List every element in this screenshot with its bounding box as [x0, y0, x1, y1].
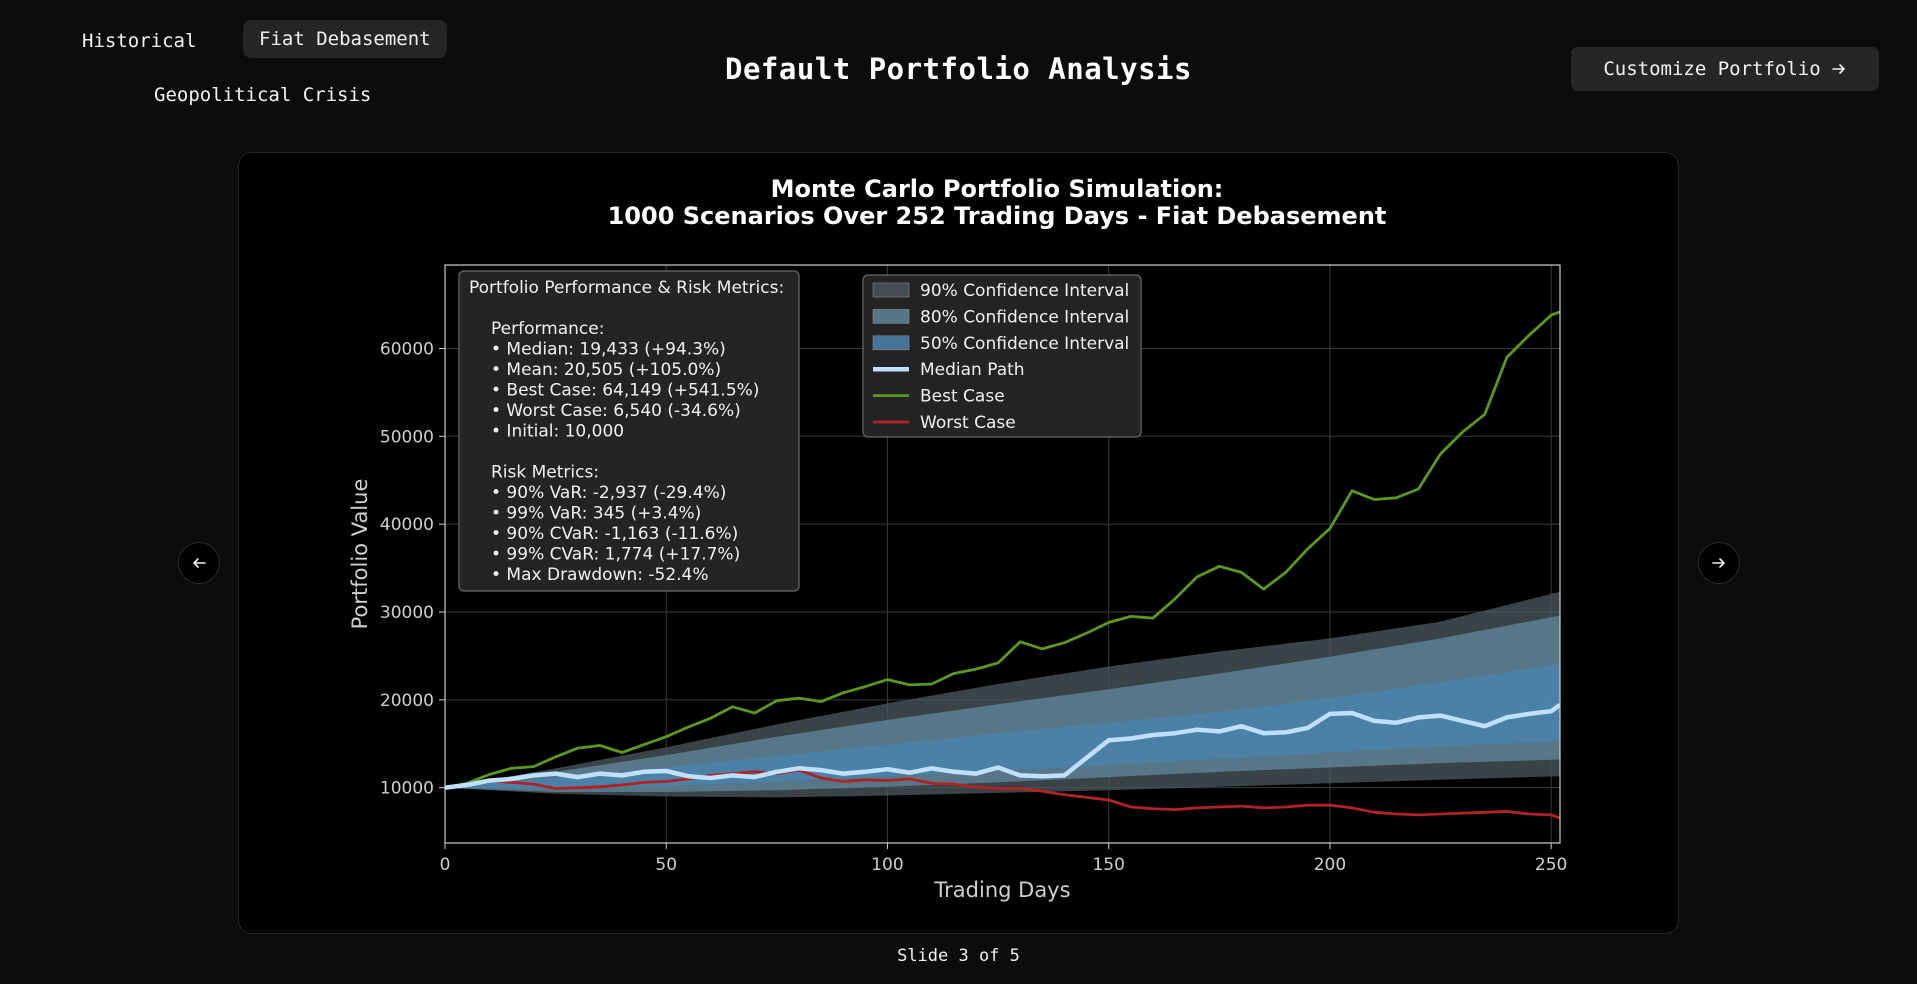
legend-label: Worst Case	[920, 413, 1016, 433]
legend-label: Best Case	[920, 387, 1005, 407]
x-tick-label: 0	[440, 855, 451, 875]
next-slide-button[interactable]	[1698, 542, 1740, 584]
chart-card: Monte Carlo Portfolio Simulation: 1000 S…	[238, 152, 1679, 934]
tab-historical[interactable]: Historical	[82, 30, 197, 52]
y-axis-label: Portfolio Value	[348, 479, 372, 630]
y-tick-label: 40000	[380, 515, 434, 535]
y-tick-label: 30000	[380, 603, 434, 623]
tab-fiat-debasement[interactable]: Fiat Debasement	[243, 20, 447, 58]
performance-metric: • Worst Case: 6,540 (-34.6%)	[491, 401, 741, 421]
y-tick-label: 50000	[380, 427, 434, 447]
page-title: Default Portfolio Analysis	[725, 52, 1192, 86]
x-tick-label: 50	[655, 855, 677, 875]
ci50-band	[445, 663, 1560, 789]
legend-label: 90% Confidence Interval	[920, 281, 1129, 301]
risk-metric: • 99% CVaR: 1,774 (+17.7%)	[491, 545, 740, 565]
legend-swatch	[872, 309, 910, 324]
chart-title-line-1: Monte Carlo Portfolio Simulation:	[771, 175, 1224, 203]
risk-metric: • Max Drawdown: -52.4%	[491, 565, 709, 585]
arrow-left-icon	[193, 558, 206, 568]
legend-label: 50% Confidence Interval	[920, 334, 1129, 354]
previous-slide-button[interactable]	[178, 542, 220, 584]
arrow-right-icon	[1831, 64, 1845, 74]
slide-counter: Slide 3 of 5	[897, 946, 1020, 966]
x-tick-label: 100	[871, 855, 903, 875]
customize-portfolio-label: Customize Portfolio	[1603, 58, 1821, 80]
performance-metric: • Mean: 20,505 (+105.0%)	[491, 360, 721, 380]
legend-label: 80% Confidence Interval	[920, 307, 1129, 327]
plot-frame	[444, 264, 1561, 844]
x-tick-label: 200	[1314, 855, 1346, 875]
metrics-box	[458, 270, 800, 592]
median-path-line	[445, 702, 1560, 790]
performance-metric: • Best Case: 64,149 (+541.5%)	[491, 381, 759, 401]
x-axis-label: Trading Days	[933, 878, 1070, 902]
customize-portfolio-button[interactable]: Customize Portfolio	[1571, 47, 1879, 91]
risk-metric: • 99% VaR: 345 (+3.4%)	[491, 504, 701, 524]
metrics-title: Portfolio Performance & Risk Metrics:	[469, 278, 784, 298]
risk-metric: • 90% CVaR: -1,163 (-11.6%)	[491, 524, 738, 544]
best-case-line	[445, 310, 1560, 790]
risk-metric: • 90% VaR: -2,937 (-29.4%)	[491, 483, 726, 503]
performance-metric: • Median: 19,433 (+94.3%)	[491, 340, 726, 360]
chart-title-line-2: 1000 Scenarios Over 252 Trading Days - F…	[608, 202, 1387, 230]
y-tick-label: 20000	[380, 691, 434, 711]
performance-metric: • Initial: 10,000	[491, 422, 624, 442]
y-tick-label: 10000	[380, 779, 434, 799]
risk-title: Risk Metrics:	[491, 463, 599, 483]
tab-geopolitical-crisis[interactable]: Geopolitical Crisis	[154, 84, 372, 106]
performance-title: Performance:	[491, 319, 604, 339]
legend-swatch	[872, 335, 910, 351]
legend-box	[862, 274, 1142, 438]
y-tick-label: 60000	[380, 339, 434, 359]
worst-case-line	[445, 768, 1560, 820]
monte-carlo-chart: Monte Carlo Portfolio Simulation: 1000 S…	[348, 175, 1567, 902]
legend-label: Median Path	[920, 360, 1025, 380]
x-tick-label: 150	[1092, 855, 1124, 875]
legend-swatch	[872, 282, 910, 298]
arrow-right-icon	[1712, 558, 1725, 568]
x-tick-label: 250	[1535, 855, 1567, 875]
